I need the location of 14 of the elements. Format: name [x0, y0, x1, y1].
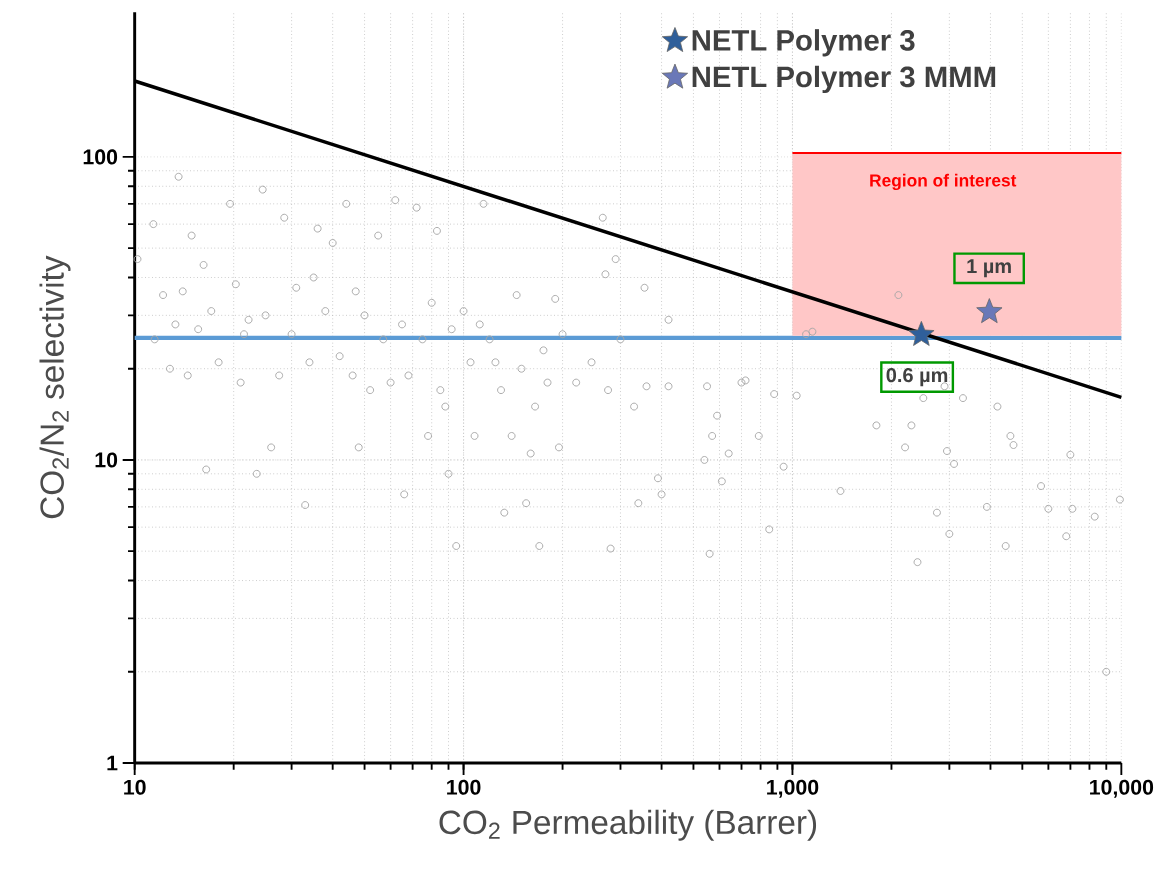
legend-label: NETL Polymer 3 MMM — [692, 65, 996, 94]
x-tick-label: 10,000 — [1090, 779, 1154, 798]
legend-label: NETL Polymer 3 — [692, 29, 915, 57]
x-axis-title: CO$_{2}$ Permeability (Barrer) — [439, 809, 817, 841]
x-tick-label: 1,000 — [767, 779, 819, 798]
x-tick-label: 100 — [447, 779, 481, 795]
x-tick-label: 10 — [124, 779, 146, 795]
annotation: 0.6 µm — [886, 368, 948, 387]
y-axis-title: CO$_{2}$/N$_{2}$ selectivity — [39, 255, 71, 519]
annotation: Region of interest — [870, 173, 1017, 191]
y-tick-label: 1 — [107, 755, 118, 771]
y-tick-label: 100 — [83, 149, 118, 165]
annotation: 1 µm — [967, 259, 1011, 278]
y-tick-label: 10 — [95, 452, 118, 468]
